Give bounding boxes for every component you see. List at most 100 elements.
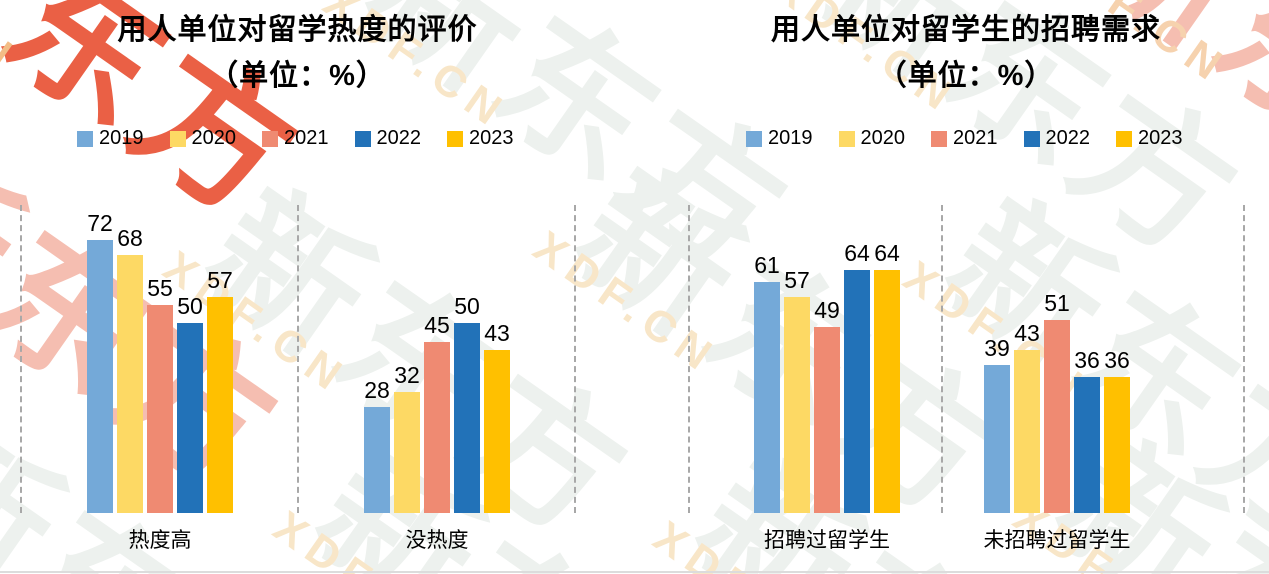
bar	[1074, 377, 1100, 513]
legend-item-2023: 2023	[447, 127, 514, 150]
bar-column-2022: 64	[842, 240, 872, 513]
bar-column-2023: 36	[1102, 347, 1132, 513]
bar	[484, 350, 510, 513]
legend-item-2021: 2021	[262, 127, 329, 150]
bar-column-2022: 50	[175, 293, 205, 513]
bar-column-2019: 72	[85, 210, 115, 513]
right-chart-legend: 2019 2020 2021 2022 2023	[746, 127, 1183, 150]
bar-value-label: 50	[177, 293, 203, 319]
left-chart-subtitle: （单位：%）	[209, 60, 386, 92]
category-label: 热度高	[128, 529, 192, 552]
legend-label: 2023	[1138, 127, 1183, 149]
legend-swatch	[77, 130, 93, 147]
legend-label: 2022	[1045, 127, 1091, 149]
bar-column-2022: 36	[1072, 347, 1102, 513]
bar-value-label: 64	[874, 240, 900, 266]
legend-item-2019: 2019	[77, 127, 144, 150]
legend-item-2022: 2022	[354, 127, 422, 150]
bar-value-label: 36	[1074, 347, 1100, 373]
legend-swatch	[1116, 130, 1132, 147]
bar-group: 28 32 45 50 43	[362, 293, 512, 513]
dashed-separator	[574, 205, 576, 513]
bar	[394, 392, 420, 513]
legend-swatch	[169, 130, 186, 147]
bar	[814, 327, 840, 513]
bar-value-label: 45	[424, 312, 450, 338]
bar-column-2021: 55	[145, 275, 175, 513]
bar-value-label: 51	[1044, 290, 1070, 316]
legend-item-2021: 2021	[931, 127, 998, 150]
bar	[1014, 350, 1040, 513]
legend-swatch	[447, 130, 463, 147]
legend-label: 2019	[99, 127, 144, 149]
legend-label: 2022	[376, 127, 422, 149]
bar-column-2021: 51	[1042, 290, 1072, 513]
bar-column-2023: 64	[872, 240, 902, 513]
bar-column-2023: 57	[205, 267, 235, 513]
legend-item-2020: 2020	[838, 127, 905, 150]
legend-label: 2019	[768, 127, 813, 149]
category-label: 未招聘过留学生	[983, 529, 1131, 552]
bar-value-label: 43	[484, 320, 510, 346]
legend-item-2022: 2022	[1023, 127, 1091, 150]
legend-item-2020: 2020	[169, 127, 237, 150]
bar-value-label: 32	[394, 362, 420, 388]
dashed-separator	[1243, 205, 1245, 513]
bar	[147, 305, 173, 513]
category-label: 招聘过留学生	[764, 529, 890, 552]
legend-item-2023: 2023	[1116, 127, 1183, 150]
bar-column-2019: 39	[982, 335, 1012, 513]
bar	[364, 407, 390, 513]
bar-column-2022: 50	[452, 293, 482, 513]
bar-column-2023: 43	[482, 320, 512, 513]
bar-value-label: 49	[814, 297, 840, 323]
bar	[454, 323, 480, 513]
bar	[87, 240, 113, 513]
bar-value-label: 68	[117, 225, 143, 251]
bar-group: 39 43 51 36 36	[982, 290, 1132, 513]
bar-column-2020: 68	[115, 225, 145, 513]
bar-value-label: 36	[1104, 347, 1130, 373]
bar	[207, 297, 233, 513]
legend-label: 2021	[284, 127, 329, 149]
bar-value-label: 64	[844, 240, 870, 266]
bar-value-label: 50	[454, 293, 480, 319]
bar-value-label: 57	[784, 267, 810, 293]
legend-swatch	[354, 130, 371, 147]
left-chart-title: 用人单位对留学热度的评价	[117, 14, 478, 46]
bar-value-label: 43	[1014, 320, 1040, 346]
legend-label: 2023	[469, 127, 514, 149]
bar-column-2020: 43	[1012, 320, 1042, 513]
bar	[784, 297, 810, 513]
bar-value-label: 55	[147, 275, 173, 301]
bar	[424, 342, 450, 513]
bar	[177, 323, 203, 513]
bar	[844, 270, 870, 513]
bar-value-label: 57	[207, 267, 233, 293]
bar	[754, 282, 780, 513]
bar	[984, 365, 1010, 513]
legend-swatch	[1023, 130, 1040, 147]
bar-group: 61 57 49 64 64	[752, 240, 902, 513]
legend-swatch	[931, 130, 947, 147]
dashed-separator	[941, 205, 943, 513]
dashed-separator	[20, 205, 22, 513]
legend-item-2019: 2019	[746, 127, 813, 150]
bar-column-2019: 28	[362, 377, 392, 513]
legend-label: 2020	[191, 127, 237, 149]
category-label: 没热度	[405, 529, 469, 552]
bar-column-2019: 61	[752, 252, 782, 513]
left-chart-legend: 2019 2020 2021 2022 2023	[77, 127, 514, 150]
right-chart-subtitle: （单位：%）	[877, 60, 1055, 92]
dashed-separator	[688, 205, 690, 513]
legend-label: 2021	[953, 127, 998, 149]
bar	[1044, 320, 1070, 513]
right-chart-title: 用人单位对留学生的招聘需求	[770, 14, 1161, 46]
bottom-border-line	[0, 571, 1269, 573]
legend-swatch	[746, 130, 762, 147]
bar	[1104, 377, 1130, 513]
bar-value-label: 61	[754, 252, 780, 278]
